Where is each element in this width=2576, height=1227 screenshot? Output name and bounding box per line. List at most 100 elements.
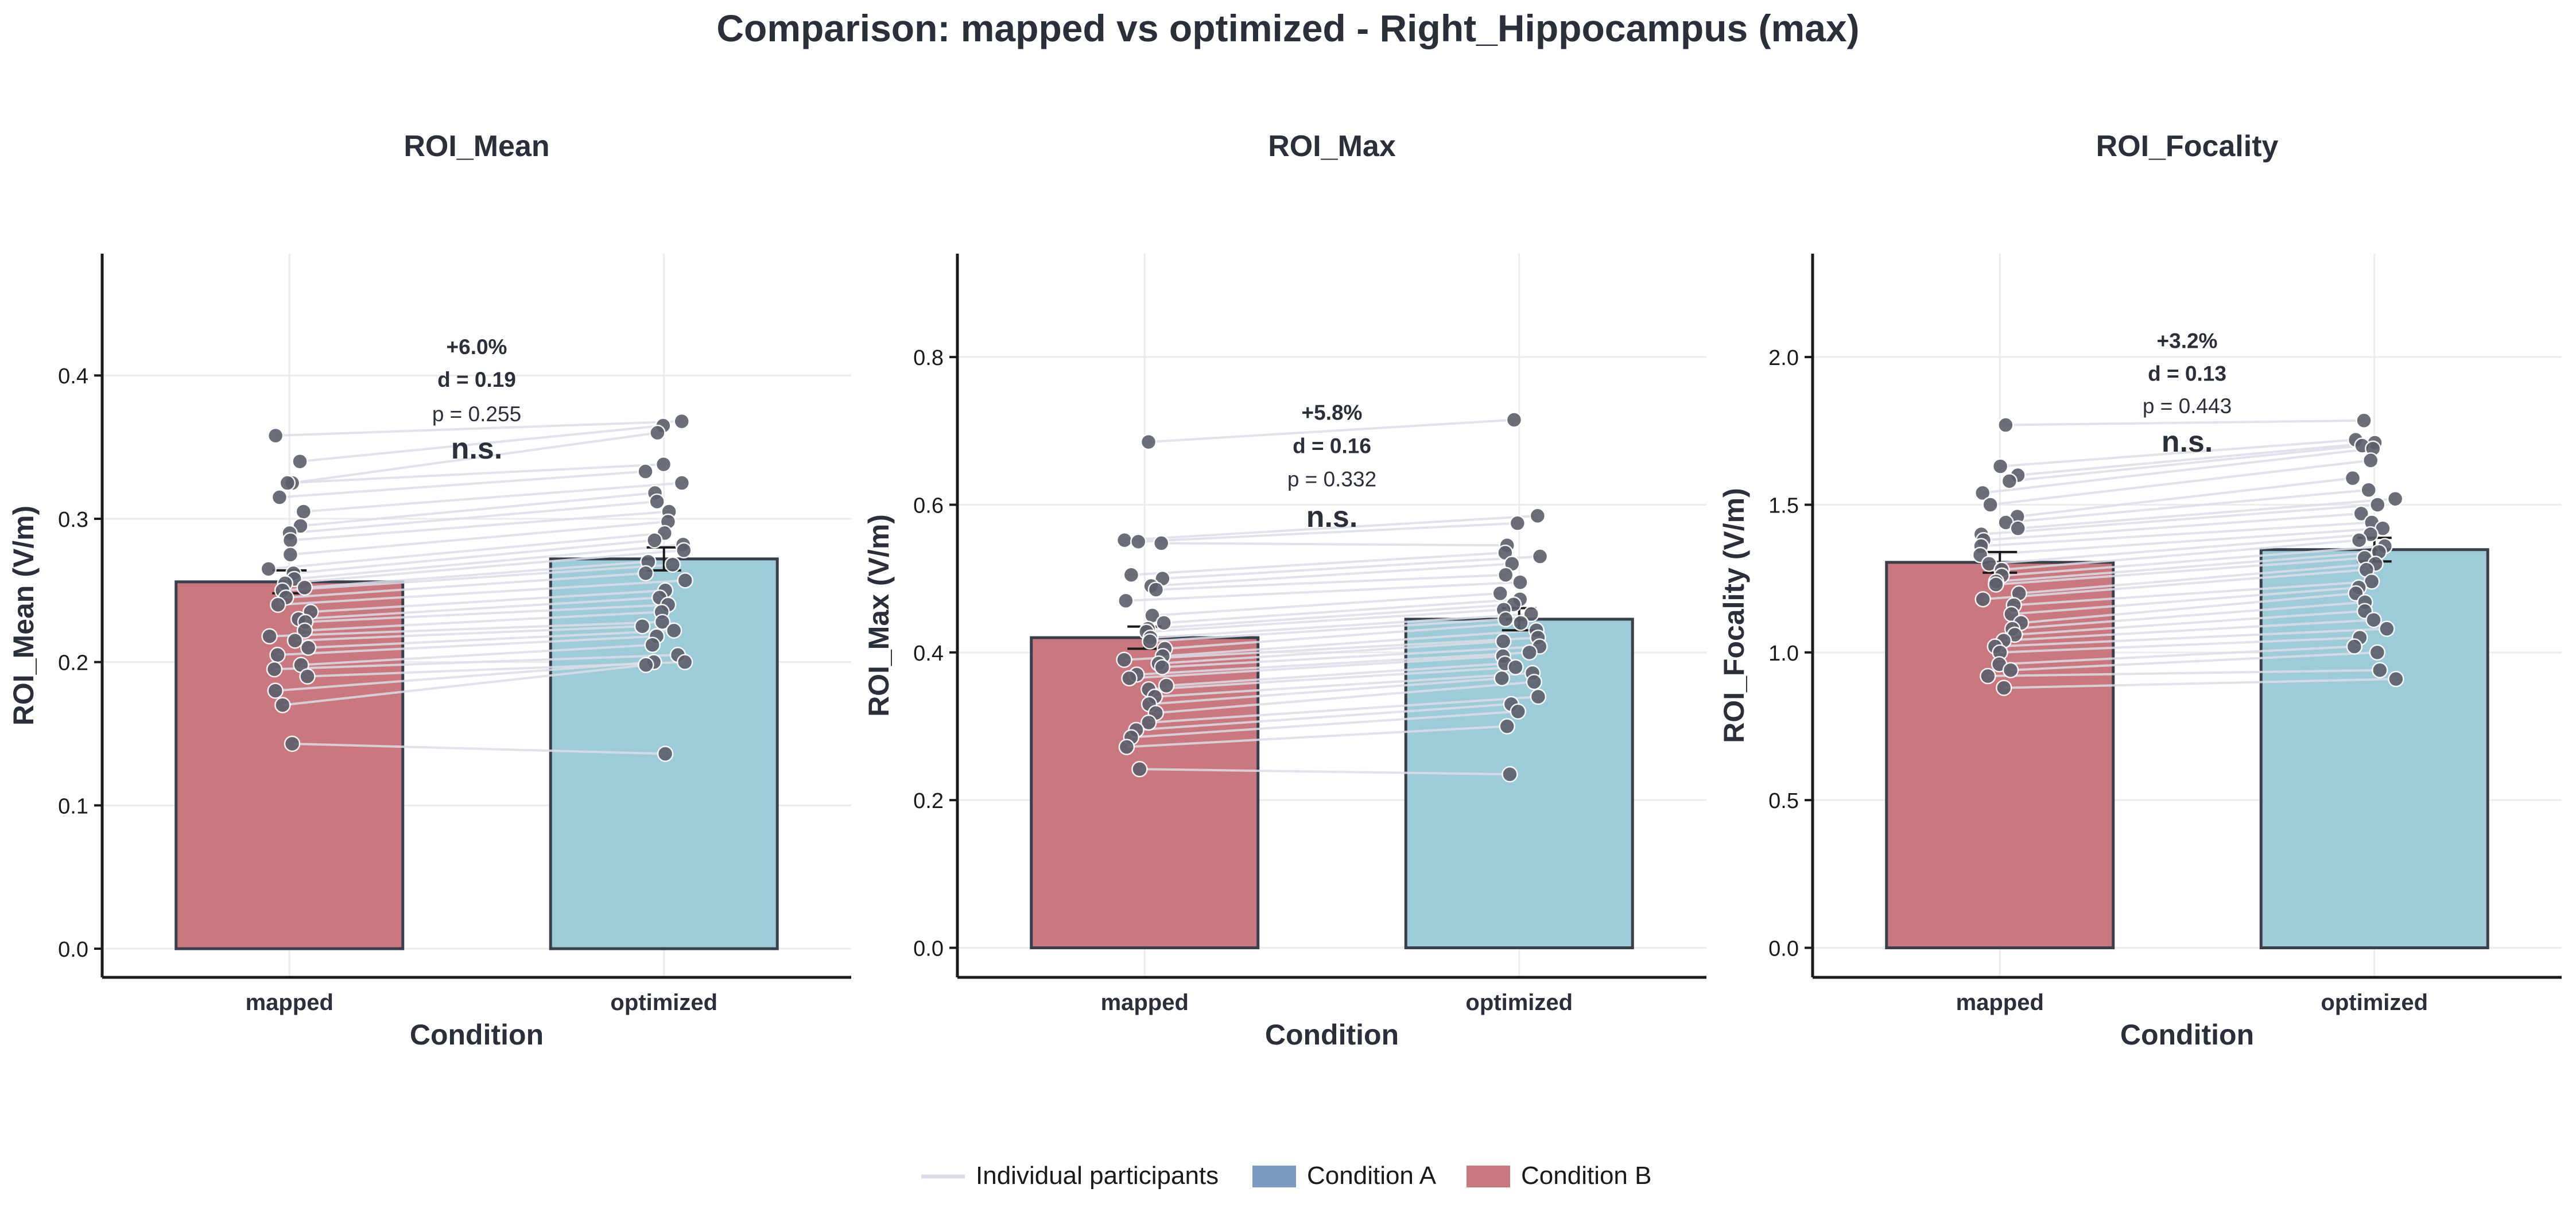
legend-item-individual-participants: Individual participants: [921, 1162, 1219, 1190]
participant-point-optimized: [657, 745, 674, 762]
participant-line: [1126, 725, 1507, 748]
y-tick-label: 0.0: [913, 937, 944, 961]
participant-point-mapped: [1974, 484, 1991, 502]
participant-point-mapped: [269, 646, 286, 663]
participant-point-mapped: [1130, 533, 1147, 550]
participant-point-optimized: [664, 556, 681, 573]
participant-line: [292, 432, 658, 484]
bar-mapped: [1885, 561, 2115, 950]
participant-line: [1162, 645, 1540, 669]
participant-point-optimized: [1529, 507, 1546, 525]
participant-line: [2012, 601, 2365, 630]
x-tick-label: optimized: [1465, 990, 1573, 1015]
participant-point-mapped: [1142, 633, 1158, 650]
participant-point-optimized: [676, 542, 692, 559]
participant-line: [1165, 622, 1521, 650]
y-tick-label: 0.6: [913, 494, 944, 518]
participant-point-optimized: [1493, 670, 1510, 687]
y-tick-label: 0.4: [58, 364, 88, 389]
participant-line: [2001, 539, 2360, 571]
panel-title: ROI_Max: [1268, 130, 1396, 163]
participant-point-mapped: [279, 475, 296, 491]
participant-point-optimized: [634, 618, 651, 635]
bar-optimized: [2259, 548, 2489, 950]
participant-line: [1988, 669, 2380, 678]
participant-point-optimized: [644, 636, 661, 653]
participant-line: [1126, 581, 1520, 602]
participant-point-optimized: [2346, 638, 2363, 655]
participant-line: [1990, 459, 2371, 506]
participant-line: [2018, 441, 2375, 477]
participant-point-mapped: [284, 735, 301, 752]
participant-point-mapped: [261, 628, 278, 644]
y-tick-label: 0.1: [58, 794, 88, 818]
participant-line: [1151, 562, 1512, 588]
participant-point-optimized: [2365, 611, 2382, 628]
participant-point-optimized: [1512, 574, 1528, 591]
participant-line: [269, 620, 663, 638]
participant-line: [304, 560, 649, 589]
participant-point-mapped: [2009, 520, 2026, 537]
participant-point-optimized: [2344, 469, 2361, 487]
participant-point-mapped: [300, 639, 317, 656]
participant-line: [1129, 655, 1503, 679]
legend-label: Condition B: [1521, 1162, 1651, 1190]
participant-line: [2005, 419, 2364, 426]
participant-line: [1147, 603, 1514, 630]
participant-point-mapped: [1155, 615, 1172, 631]
participant-line: [274, 654, 678, 671]
chart-panels: ROI_Mean +6.0% d = 0.19 p = 0.255 n.s. 0.0 0.1…: [7, 130, 2562, 1051]
participant-line: [1982, 447, 2373, 494]
participant-point-optimized: [1499, 718, 1516, 735]
x-tick-label: mapped: [1956, 990, 2044, 1015]
participant-point-optimized: [654, 614, 671, 630]
participant-line: [1162, 555, 1541, 580]
participant-point-optimized: [637, 463, 654, 480]
participant-point-optimized: [1497, 611, 1514, 628]
y-tick-label: 0.5: [1768, 789, 1799, 813]
participant-point-mapped: [1116, 532, 1133, 549]
participant-line: [2004, 678, 2396, 689]
participant-line: [1989, 533, 2371, 565]
legend-item-condition-b: Condition B: [1467, 1162, 1651, 1190]
effect-size-label: d = 0.13: [2148, 362, 2226, 385]
participant-line: [2009, 444, 2362, 483]
participant-line: [1150, 618, 1506, 643]
legend-item-condition-a: Condition A: [1252, 1162, 1437, 1190]
participant-line: [1162, 629, 1537, 658]
participant-line: [2018, 498, 2396, 530]
x-tick-label: mapped: [1101, 990, 1189, 1015]
participant-line: [2020, 592, 2356, 624]
participant-point-optimized: [665, 622, 682, 639]
participant-point-mapped: [1982, 496, 1999, 513]
participant-line: [1139, 768, 1510, 776]
panel-title: ROI_Mean: [404, 130, 549, 163]
participant-point-mapped: [1131, 760, 1148, 778]
y-tick-label: 0.0: [58, 938, 88, 962]
participant-line: [2014, 580, 2372, 607]
participant-point-optimized: [1531, 548, 1549, 565]
chart-panel-roi-mean: ROI_Mean +6.0% d = 0.19 p = 0.255 n.s. 0.0 0.1…: [7, 130, 851, 1051]
x-axis-label: Condition: [2120, 1019, 2254, 1051]
participant-point-mapped: [1153, 535, 1170, 552]
y-tick-label: 0.4: [913, 642, 944, 666]
x-tick-label: mapped: [246, 990, 333, 1015]
participant-point-mapped: [295, 503, 312, 520]
participant-point-optimized: [1507, 659, 1524, 675]
p-value-label: p = 0.443: [2143, 394, 2232, 418]
participant-point-mapped: [267, 682, 284, 699]
participant-line: [2015, 609, 2365, 636]
participant-line: [1158, 640, 1504, 665]
participant-point-mapped: [1147, 581, 1165, 598]
participant-line: [2000, 636, 2360, 654]
participant-line: [303, 482, 682, 513]
participant-line: [2017, 477, 2353, 518]
participant-point-mapped: [296, 579, 313, 596]
participant-line: [1131, 552, 1506, 576]
participant-point-optimized: [2388, 670, 2404, 688]
participant-line: [1131, 710, 1518, 739]
figure-title: Comparison: mapped vs optimized - Right_…: [716, 7, 1859, 49]
participant-line: [1983, 512, 2361, 542]
participant-point-mapped: [299, 668, 316, 685]
participant-point-mapped: [1992, 458, 2009, 475]
